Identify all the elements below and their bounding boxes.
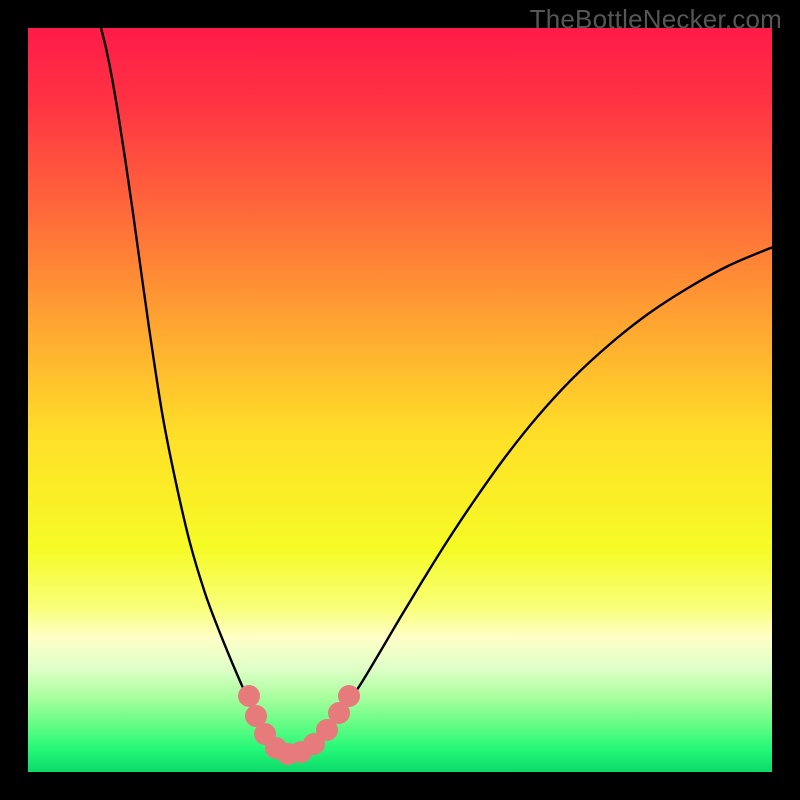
watermark-text: TheBottleNecker.com — [530, 4, 782, 35]
data-markers — [28, 28, 772, 772]
plot-area — [28, 28, 772, 772]
marker-dot — [338, 685, 360, 707]
marker-dot — [238, 685, 260, 707]
